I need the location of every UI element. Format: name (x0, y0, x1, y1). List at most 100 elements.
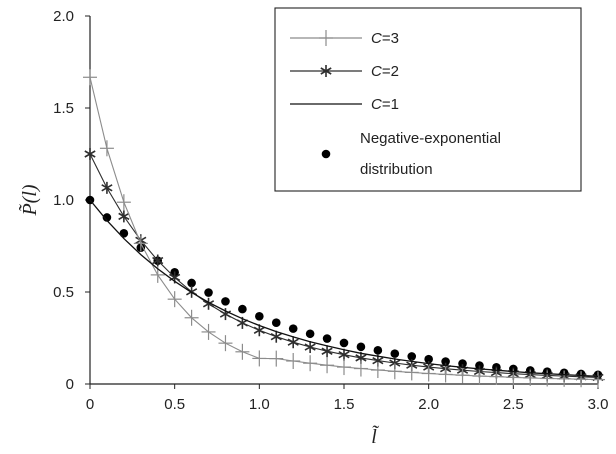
legend-item: C=3 (290, 30, 399, 47)
star-marker-arm (372, 356, 384, 365)
data-point (320, 357, 335, 374)
legend-label-var: C (371, 63, 382, 80)
data-point (424, 354, 433, 364)
legend-item: C=2 (290, 63, 399, 80)
data-point (255, 311, 264, 321)
data-point (270, 330, 282, 343)
data-point (458, 359, 467, 368)
data-point (489, 368, 504, 385)
data-point (99, 140, 114, 157)
legend: C=3C=2C=1Negative-exponentialdistributio… (274, 7, 582, 192)
data-point (202, 297, 215, 310)
data-point (321, 345, 333, 358)
series-c-1 (89, 199, 599, 377)
data-point (238, 304, 247, 314)
data-point (356, 342, 366, 352)
star-marker-arm (118, 212, 130, 221)
axes: 0 0.5 1.0 1.5 2.0 2.5 3.0 0 0.5 1.0 1.5 2.0 l̃ P̃(l) (18, 8, 609, 448)
data-point (287, 336, 299, 349)
data-point (322, 334, 332, 343)
data-point (119, 229, 129, 238)
data-point (390, 349, 400, 358)
legend-label-value: =3 (382, 30, 399, 47)
data-point (370, 362, 385, 379)
legend-label: C=3 (371, 30, 399, 47)
x-tick-label: 0.5 (164, 396, 185, 413)
legend-label: Negative-exponential (360, 130, 501, 147)
star-marker-arm (270, 333, 282, 341)
x-tick-label: 2.5 (503, 396, 524, 413)
star-marker-arm (389, 359, 401, 367)
data-point (83, 69, 97, 86)
data-point (184, 309, 199, 326)
star-marker-arm (169, 273, 181, 282)
legend-label-var: C (371, 96, 382, 113)
y-tick-label: 1.5 (53, 100, 74, 117)
star-marker-arm (253, 326, 265, 334)
data-point (441, 357, 450, 366)
data-point (557, 370, 572, 387)
y-axis-label: P̃(l) (18, 184, 41, 216)
star-marker-arm (287, 338, 299, 346)
star-marker-arm (101, 184, 113, 192)
star-marker-arm (320, 67, 332, 75)
legend-label-value: =1 (382, 96, 399, 113)
legend-item: Negative-exponential distribution (321, 130, 501, 178)
y-tick-label: 2.0 (53, 8, 74, 25)
star-marker-arm (304, 343, 316, 351)
data-point (271, 318, 281, 328)
star-marker-arm (236, 319, 248, 327)
star-marker-arm (321, 347, 333, 355)
star-marker-arm (355, 354, 367, 362)
data-point (338, 348, 350, 361)
legend-label: C=1 (371, 96, 399, 113)
data-point (591, 371, 605, 388)
data-point (219, 308, 232, 321)
data-point (303, 355, 318, 372)
data-point (101, 181, 113, 194)
data-point (455, 367, 470, 384)
star-marker-arm (84, 150, 96, 158)
data-point (373, 346, 383, 355)
data-point (252, 350, 267, 367)
data-point (102, 213, 112, 222)
y-tick-label: 0 (66, 376, 74, 393)
legend-label-value: =2 (382, 63, 399, 80)
x-axis-label: l̃ (371, 424, 379, 448)
star-marker-arm (338, 351, 350, 359)
data-point (235, 343, 250, 360)
legend-item: C=1 (290, 96, 399, 113)
y-tick-label: 0.5 (53, 284, 74, 301)
data-point (438, 366, 453, 383)
data-point (407, 352, 417, 361)
data-point (118, 210, 130, 223)
data-point (253, 324, 265, 337)
data-point (218, 335, 233, 352)
series-layer (83, 69, 605, 388)
series-c-3 (83, 69, 605, 388)
data-point (339, 338, 349, 348)
data-point (116, 194, 131, 211)
data-point (201, 323, 216, 340)
x-tick-label: 1.0 (249, 396, 270, 413)
data-point (337, 359, 351, 376)
legend-marker (321, 149, 331, 159)
data-point (286, 353, 301, 369)
y-tick-label: 1.0 (53, 192, 74, 209)
legend-label-var: C (371, 30, 382, 47)
legend-label: distribution (360, 161, 433, 178)
legend-label: C=2 (371, 63, 399, 80)
star-marker-arm (219, 310, 232, 318)
data-point (133, 235, 148, 252)
data-point (387, 363, 402, 380)
data-point (221, 297, 230, 306)
star-marker-arm (152, 256, 164, 265)
series-line (89, 199, 599, 377)
data-point (304, 341, 316, 354)
data-point (288, 324, 298, 333)
data-point (421, 365, 436, 382)
data-point (167, 291, 182, 308)
data-point (152, 254, 164, 267)
data-point (305, 329, 315, 339)
